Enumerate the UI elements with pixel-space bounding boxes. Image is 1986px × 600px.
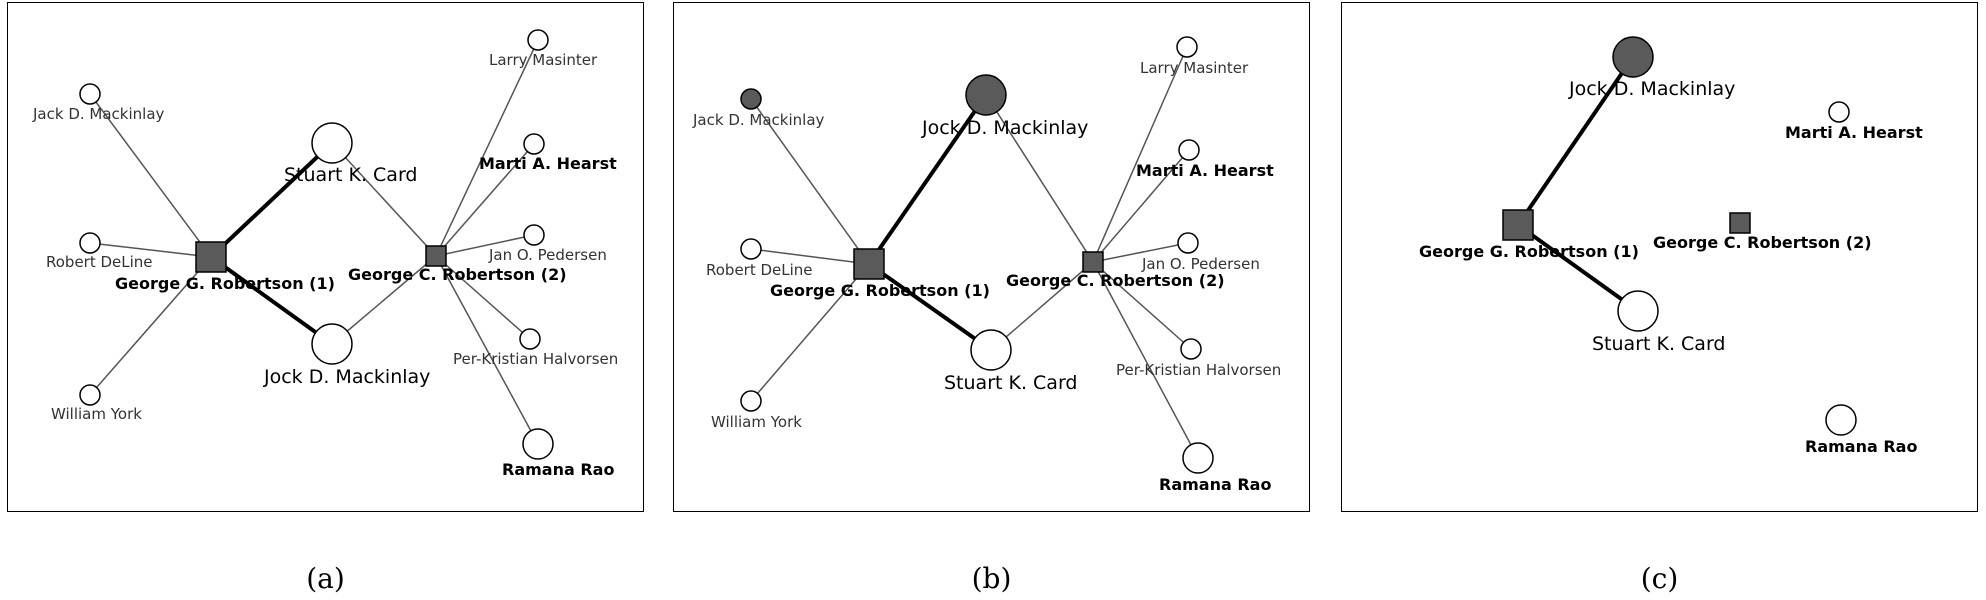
edge-gc-rr [435,255,539,445]
node-mah [1828,101,1850,123]
caption-a: (a) [306,562,345,595]
edge-gg-jdm [867,93,988,266]
node-label-rd: Robert DeLine [46,253,153,271]
node-lm [1176,36,1198,58]
node-label-gc: George C. Robertson (2) [1653,233,1872,252]
edge-gg-skc [867,262,993,352]
edge-gg-jdm [1516,55,1635,227]
edge-gg-wy [750,263,870,402]
node-lm [527,29,549,51]
edge-gg-skc [209,141,334,259]
node-label-gg: George G. Robertson (1) [1419,242,1639,261]
edge-gc-pkh [1092,261,1192,350]
panel-b: George G. Robertson (1) George C. Roberts… [673,2,1310,512]
node-label-gc: George C. Robertson (2) [348,265,567,284]
node-mah [1178,139,1200,161]
node-pkh [519,328,541,350]
edge-gg-jack [89,93,212,258]
node-label-mah: Marti A. Hearst [1785,123,1923,142]
node-wy [740,390,762,412]
graph-a: George G. Robertson (1) George C. Roberts… [32,29,618,479]
node-label-rr: Ramana Rao [1805,437,1917,456]
edge-gg-jack [750,98,870,265]
node-label-wy: William York [51,405,142,423]
node-label-mah: Marti A. Hearst [1136,161,1274,180]
node-label-pkh: Per-Kristian Halvorsen [1116,361,1281,379]
node-jdm [965,74,1007,116]
node-rr [1182,442,1214,474]
edge-gg-jdm [209,255,334,346]
node-label-jack: Jack D. Mackinlay [692,111,825,129]
node-label-skc: Stuart K. Card [944,372,1077,394]
edge-gg-skc [1516,223,1640,313]
node-label-jdm: Jock D. Mackinlay [263,366,430,388]
node-rd [740,238,762,260]
node-jop [1177,232,1199,254]
edge-gc-pkh [435,255,531,340]
edge-gg-wy [89,256,212,396]
node-jack [740,88,762,110]
node-wy [79,384,101,406]
edge-gc-skc [990,261,1094,351]
graph-c: George G. Robertson (1) George C. Roberts… [1419,36,1923,456]
node-label-wy: William York [711,413,802,431]
node-label-mah: Marti A. Hearst [479,154,617,173]
edge-gg-rd [89,242,212,258]
node-label-jop: Jan O. Pedersen [488,246,607,264]
node-label-jdm: Jock D. Mackinlay [921,117,1088,139]
edge-gc-skc [331,142,437,257]
edge-gc-lm [435,39,539,257]
edge-gc-lm [1092,46,1188,263]
edge-gg-rd [750,248,870,265]
node-label-jdm: Jock D. Mackinlay [1568,78,1735,100]
edge-gc-mah [1092,149,1190,263]
node-label-skc: Stuart K. Card [1592,333,1725,355]
node-jdm [1612,36,1654,78]
edge-gc-jdm [331,255,437,345]
edge-gc-jop [1092,242,1189,263]
node-label-rr: Ramana Rao [1159,475,1271,494]
edge-gc-mah [435,143,535,257]
node-rr [1825,404,1857,436]
node-label-jop: Jan O. Pedersen [1141,255,1260,273]
node-rr [522,428,554,460]
edge-gc-rr [1092,261,1199,459]
node-label-skc: Stuart K. Card [284,164,417,186]
node-gg [195,241,227,273]
node-label-rr: Ramana Rao [502,460,614,479]
node-label-rd: Robert DeLine [706,261,813,279]
node-gg [853,248,885,280]
graph-b: George G. Robertson (1) George C. Roberts… [692,36,1281,494]
node-label-jack: Jack D. Mackinlay [32,105,165,123]
node-rd [79,232,101,254]
caption-c: (c) [1640,562,1679,595]
node-skc [970,329,1012,371]
node-jack [79,83,101,105]
node-label-gc: George C. Robertson (2) [1006,271,1225,290]
node-skc [311,122,353,164]
edge-gc-jop [435,234,535,257]
node-gg [1502,209,1534,241]
caption-b: (b) [971,562,1012,595]
node-label-gg: George G. Robertson (1) [115,274,335,293]
node-label-gg: George G. Robertson (1) [770,281,990,300]
edge-gc-jdm [985,94,1094,263]
node-label-pkh: Per-Kristian Halvorsen [453,350,618,368]
node-jop [523,224,545,246]
node-gc [1729,212,1751,234]
node-pkh [1180,338,1202,360]
node-mah [523,133,545,155]
node-label-lm: Larry Masinter [489,51,598,69]
node-gc [1082,251,1104,273]
node-gc [425,245,447,267]
node-label-lm: Larry Masinter [1140,59,1249,77]
node-skc [1617,290,1659,332]
node-jdm [311,323,353,365]
panel-a: George G. Robertson (1) George C. Roberts… [7,2,644,512]
panel-c: George G. Robertson (1) George C. Roberts… [1341,2,1978,512]
